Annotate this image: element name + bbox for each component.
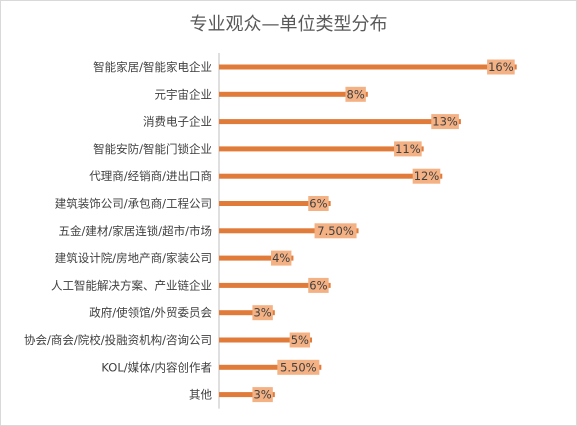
bar [219,364,322,370]
data-label-background [252,387,273,403]
data-label: 16% [488,60,514,74]
category-label: 代理商/经销商/进出口商 [89,169,212,183]
bar [219,337,313,343]
data-label-background [308,196,329,211]
chart-title: 专业观众—单位类型分布 [189,14,388,35]
data-label: 7.50% [317,224,354,238]
bar [219,310,275,316]
data-label-background [487,59,515,75]
category-label: KOL/媒体/内容创作者 [101,360,212,374]
data-label-background [345,86,366,102]
data-label-background [271,250,292,266]
data-label-background [412,168,441,184]
data-label-background [394,141,422,157]
bar [219,282,331,288]
category-label: 建筑装饰公司/承包商/工程公司 [55,197,212,211]
category-label: 建筑设计院/房地产商/家装公司 [55,251,212,265]
bar [219,173,443,179]
data-label: 12% [414,169,440,183]
bar [219,255,294,261]
data-label: 8% [347,87,365,101]
bar [219,91,368,97]
data-label-background [308,277,329,293]
data-label-background [431,114,459,130]
data-label: 6% [309,197,327,211]
bar [219,228,359,234]
category-label: 其他 [189,388,212,402]
category-label: 人工智能解决方案、产业链企业 [51,278,212,292]
data-label-background [252,305,273,321]
category-label: 智能家居/智能家电企业 [93,60,212,74]
category-label: 政府/使领馆/外贸委员会 [89,306,212,320]
data-label-background [289,332,311,348]
data-label-background [277,359,320,375]
bar [219,119,461,125]
category-label: 消费电子企业 [143,115,212,129]
bar [219,146,424,152]
category-label: 智能安防/智能门锁企业 [93,142,212,156]
data-label: 3% [253,306,271,320]
bar [219,201,331,206]
data-label: 6% [309,278,327,292]
data-label: 3% [253,388,271,402]
category-label: 协会/商会/院校/投融资机构/咨询公司 [24,333,212,347]
category-label: 五金/建材/家居连锁/超市/市场 [59,224,213,238]
data-label: 5.50% [280,360,317,374]
bar [219,64,517,70]
data-label-background [314,223,357,239]
data-label: 11% [395,142,421,156]
category-label: 元宇宙企业 [155,87,213,101]
data-label: 4% [272,251,290,265]
data-label: 5% [291,333,309,347]
data-label: 13% [432,115,458,129]
bar [219,392,275,398]
